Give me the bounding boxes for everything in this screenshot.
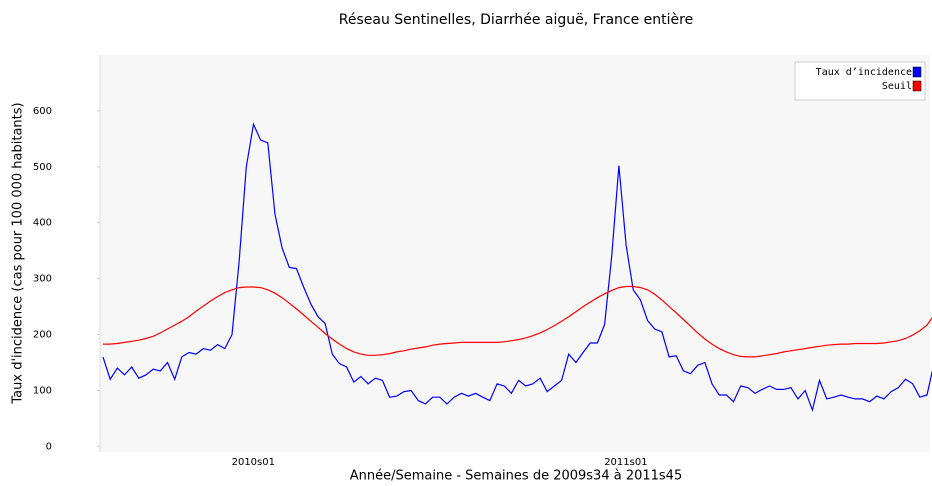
legend-box <box>794 61 926 101</box>
y-axis-label: Taux d'incidence (cas pour 100 000 habit… <box>11 102 26 404</box>
y-tick-label: 0 <box>46 441 52 452</box>
x-tick-label: 2011s01 <box>604 457 647 468</box>
legend-swatch <box>912 80 922 92</box>
x-tick-label: 2010s01 <box>232 457 275 468</box>
y-tick-label: 500 <box>33 162 52 173</box>
y-tick-label: 400 <box>33 218 52 229</box>
legend-label: Taux d’incidence <box>816 67 912 78</box>
y-tick-label: 600 <box>33 106 52 117</box>
series-line <box>103 285 932 358</box>
chart-title: Réseau Sentinelles, Diarrhée aiguë, Fran… <box>339 12 693 28</box>
x-axis-label: Année/Semaine - Semaines de 2009s34 à 20… <box>350 469 682 484</box>
legend-label: Seuil <box>882 81 912 92</box>
series-line <box>102 122 932 413</box>
y-tick-label: 100 <box>33 385 52 396</box>
y-tick-label: 300 <box>33 274 52 285</box>
legend-swatch <box>912 66 922 78</box>
y-tick-label: 200 <box>33 330 52 341</box>
